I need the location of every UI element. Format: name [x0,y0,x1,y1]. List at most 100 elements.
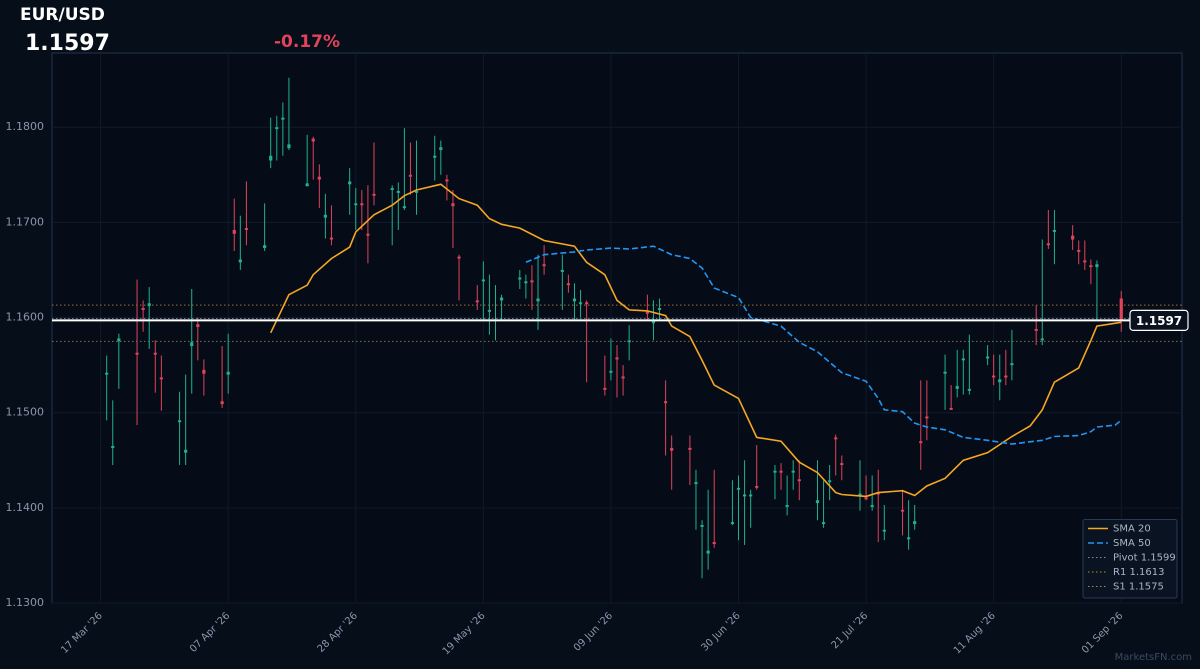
y-tick-label: 1.1300 [6,596,45,609]
legend-label: SMA 50 [1113,538,1151,549]
y-tick-label: 1.1400 [6,501,45,514]
candle-body [821,522,826,525]
legend-label: S1 1.1575 [1113,582,1164,593]
candle-body [566,283,570,286]
candle-body [1071,235,1075,240]
candle-body [1010,363,1014,366]
candle-body [414,190,419,193]
candle-body [615,357,619,360]
candle-body [445,179,449,182]
candle-body [572,298,577,302]
candle-body [925,416,929,419]
candle-body [524,281,528,284]
candle-body [961,358,965,361]
candle-body [1119,298,1123,321]
candle-body [730,522,735,525]
sma-line [269,183,1122,498]
last-price-box [1129,309,1189,331]
candle-body [269,155,273,161]
candle-body [797,479,801,482]
candle-body [1034,328,1038,331]
candle-body [202,369,206,374]
legend-label: R1 1.1613 [1113,567,1164,578]
candle-body [153,352,157,355]
candle-body [475,300,479,303]
candle-body [111,445,115,448]
candle-body [518,277,522,280]
candle-body [105,372,109,375]
y-tick-label: 1.1500 [6,406,45,419]
candle-body [323,214,327,218]
candle-body [1077,249,1081,252]
candle-body [609,370,613,373]
candle-body [949,407,953,410]
candle-body [664,401,668,404]
candle-body [907,537,911,540]
candle-body [834,437,838,440]
candle-body [305,183,309,187]
candle-body [779,470,783,473]
candle-body [943,371,947,374]
candle-body [694,482,698,485]
candle-body [645,311,649,314]
candle-body [828,480,832,483]
candle-body [870,504,874,507]
candle-body [311,138,315,142]
candle-body [815,500,820,504]
candle-body [998,379,1002,383]
candle-body [840,463,844,466]
candle-body [530,280,534,283]
candle-body [706,550,710,554]
candle-body [402,206,406,209]
candle-body [913,521,917,525]
candle-body [749,494,753,497]
candle-body [147,303,151,307]
candle-body [1004,375,1008,378]
legend-label: Pivot 1.1599 [1113,553,1176,564]
candle-body [585,302,589,305]
candle-body [791,470,795,473]
candle-body [621,376,625,379]
chart-title: EUR/USD [20,5,105,25]
candle-body [864,497,868,500]
candle-body [688,447,692,450]
candle-body [159,377,163,380]
candle-body [919,441,923,444]
candle-body [396,190,400,193]
candle-body [281,117,285,120]
sma-line [525,245,1122,445]
price-change: -0.17% [274,32,340,52]
candle-body [275,127,279,130]
candle-body [773,470,777,473]
candle-body [560,269,564,272]
candle-body [190,342,194,347]
candle-body [232,229,236,234]
candle-body [457,256,461,259]
candle-body [657,308,662,310]
candle-body [141,308,145,310]
candle-body [481,279,485,282]
candle-body [439,147,443,151]
candle-body [712,542,716,545]
candle-body [329,237,334,240]
y-tick-label: 1.1700 [6,215,45,228]
candle-body [451,203,455,207]
legend: SMA 20 SMA 50 Pivot 1.1599 R1 1.1613 S1 1.15… [1082,519,1178,599]
candle-body [876,492,880,495]
candle-body [1083,260,1087,263]
candle-body [317,176,321,180]
candle-body [882,529,886,532]
last-price: 1.1597 [25,31,110,56]
y-tick-label: 1.1600 [6,311,45,324]
candle-body [742,494,747,497]
candle-body [372,193,376,196]
candle-body [184,449,188,453]
y-tick-label: 1.1800 [6,120,45,133]
candle-body [985,356,990,359]
candle-body [220,401,224,405]
candle-body [1095,264,1099,268]
candle-body [627,340,631,343]
candle-body [542,264,546,267]
